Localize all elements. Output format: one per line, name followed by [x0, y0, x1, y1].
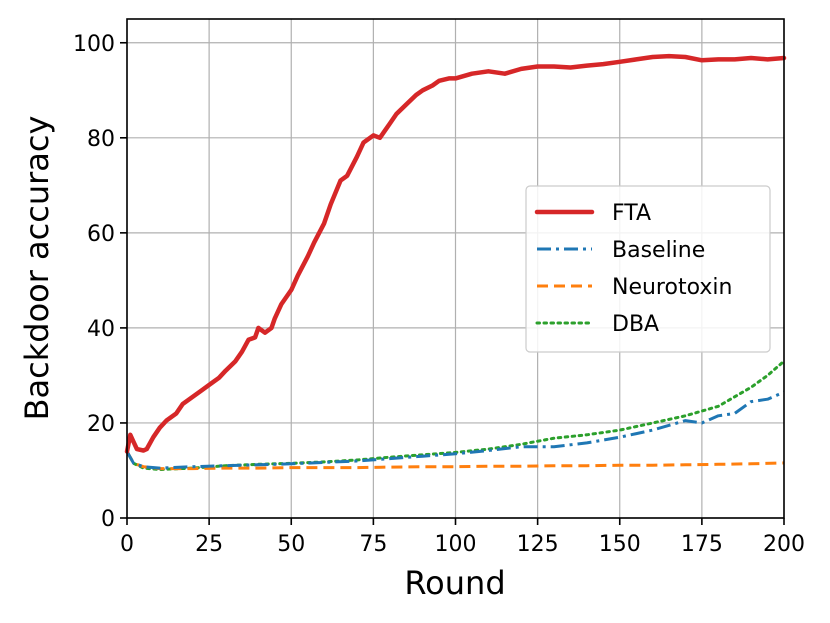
y-tick-label: 20: [87, 412, 115, 437]
series-line-neurotoxin: [125, 450, 785, 471]
x-tick-label: 25: [195, 532, 223, 557]
x-tick-label: 150: [599, 532, 641, 557]
series-line-baseline: [125, 390, 785, 470]
y-tick-label: 100: [73, 32, 115, 57]
y-axis-title: Backdoor accuracy: [18, 116, 56, 421]
legend-label-fta: FTA: [612, 201, 651, 226]
y-tick-label: 40: [87, 317, 115, 342]
x-tick-label: 125: [517, 532, 559, 557]
x-tick-label: 75: [359, 532, 387, 557]
x-tick-label: 50: [277, 532, 305, 557]
x-axis-title: Round: [404, 564, 505, 602]
legend-label-baseline: Baseline: [612, 238, 705, 263]
x-tick-label: 200: [763, 532, 805, 557]
y-tick-label: 60: [87, 222, 115, 247]
axis-ticks: 0 25 50 75 100 125 150 175 200 0 20 40 60 80 100: [73, 32, 805, 557]
x-tick-label: 100: [435, 532, 477, 557]
series-line-dba: [125, 359, 786, 471]
legend-label-neurotoxin: Neurotoxin: [612, 275, 732, 300]
y-tick-label: 80: [87, 127, 115, 152]
legend-label-dba: DBA: [612, 312, 659, 337]
series-lines: [124, 53, 787, 471]
y-tick-label: 0: [101, 507, 115, 532]
x-tick-label: 175: [681, 532, 723, 557]
series-line-fta: [124, 53, 787, 454]
legend: FTA Baseline Neurotoxin DBA: [525, 185, 771, 353]
x-tick-label: 0: [120, 532, 134, 557]
legend-box: [525, 185, 771, 353]
